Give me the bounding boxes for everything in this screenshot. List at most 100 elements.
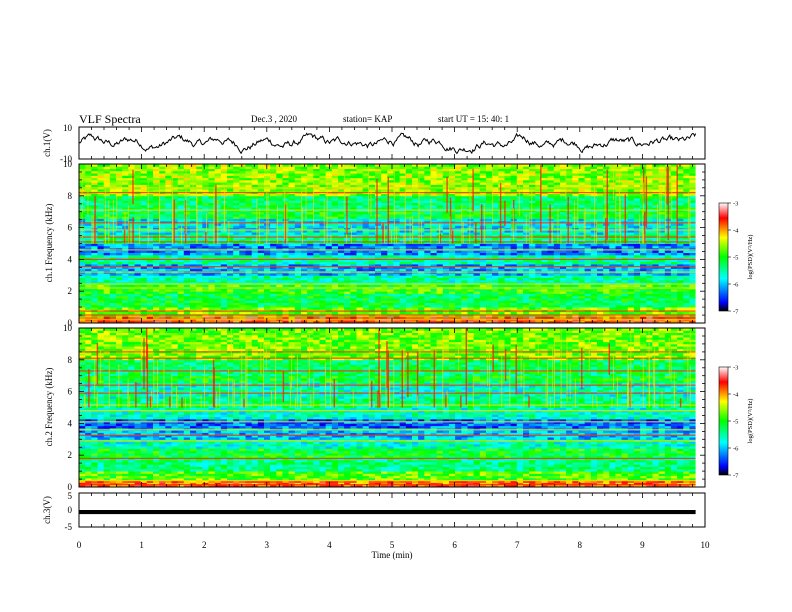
spectrogram-cell (220, 254, 228, 258)
spectrogram-cell (338, 320, 345, 324)
spectrogram-cell (109, 254, 117, 258)
spectrogram-cell (387, 257, 394, 260)
spectrogram-cell (529, 250, 536, 253)
spectrogram-cell (442, 257, 450, 260)
spectrogram-cell (97, 316, 105, 319)
spectrogram-cell (566, 273, 573, 276)
spectrogram-cell (116, 302, 123, 306)
spectrogram-cell (294, 241, 302, 244)
spectrogram-cell (670, 295, 678, 299)
spectrogram-cell (529, 311, 536, 315)
spectrogram-cell (356, 250, 364, 253)
spectrogram-cell (399, 316, 407, 319)
spectrogram-cell (128, 234, 135, 238)
spectrogram-cell (276, 257, 283, 260)
spectrogram-cell (442, 243, 450, 247)
spectrogram-cell (338, 218, 345, 222)
spectrogram-cell (430, 268, 438, 272)
spectrogram-cell (140, 293, 148, 297)
spectrogram-cell (177, 236, 185, 240)
spectrogram-cell (344, 252, 351, 256)
spectrogram-cell (338, 275, 345, 278)
spectrogram-cell (375, 300, 382, 303)
spectrogram-cell (584, 268, 592, 272)
spectrogram-cell (350, 239, 357, 242)
spectrogram-cell (239, 311, 246, 315)
spectrogram-cell (633, 243, 641, 247)
spectrogram-cell (473, 220, 481, 224)
spectrogram-cell (523, 288, 530, 292)
spectrogram-cell (350, 300, 357, 303)
spectrogram-cell (498, 268, 505, 272)
spectrogram-cell (257, 245, 265, 249)
spectrogram-cell (227, 288, 234, 292)
spectrogram-cell (239, 229, 246, 233)
spectrogram-cell (633, 220, 641, 224)
spectrogram-cell (325, 304, 333, 308)
spectrogram-cell (677, 291, 684, 294)
spectrogram-cell (109, 284, 117, 288)
spectrogram-cell (523, 211, 530, 215)
spectrogram-cell (146, 257, 154, 260)
spectrogram-cell (578, 250, 586, 253)
spectrogram-cell (498, 263, 505, 267)
spectrogram-cell (461, 261, 468, 265)
spectrogram-cell (350, 214, 357, 217)
spectrogram-cell (338, 220, 345, 224)
spectrogram-cell (670, 266, 678, 269)
spectrogram-cell (658, 277, 666, 281)
spectrogram-cell (590, 218, 598, 222)
spectrogram-cell (220, 266, 228, 269)
spectrogram-cell (418, 266, 425, 269)
spectrogram-cell (116, 288, 123, 292)
spectrogram-cell (288, 277, 296, 281)
spectrogram-cell (356, 275, 364, 278)
spectrogram-cell (319, 263, 327, 267)
spectrogram-cell (159, 211, 166, 215)
spectrogram-cell (492, 220, 499, 224)
spectrogram-cell (190, 236, 197, 240)
spectrogram-cell (270, 250, 277, 253)
spectrogram-cell (572, 316, 579, 319)
spectrogram-cell (492, 227, 499, 231)
spectrogram-cell (412, 220, 419, 224)
spectrogram-cell (418, 304, 425, 308)
spectrogram-cell (541, 234, 549, 238)
spectrogram-cell (159, 268, 166, 272)
spectrogram-cell (597, 227, 604, 231)
spectrogram-cell (208, 257, 216, 260)
spectrogram-cell (590, 279, 598, 283)
spectrogram-cell (664, 288, 672, 292)
spectrogram-cell (239, 211, 246, 215)
spectrogram-cell (375, 227, 382, 231)
spectrogram-cell (486, 316, 493, 319)
spectrogram-cell (486, 216, 493, 219)
spectrogram-cell (393, 225, 401, 228)
spectrogram-cell (97, 291, 105, 294)
spectrogram-cell (350, 243, 357, 247)
spectrogram-cell (553, 284, 561, 288)
spectrogram-cell (177, 295, 185, 299)
spectrogram-cell (276, 239, 283, 242)
spectrogram-cell (424, 263, 431, 267)
spectrogram-cell (301, 220, 308, 224)
spectrogram-cell (603, 293, 610, 297)
spectrogram-cell (344, 291, 351, 294)
spectrogram-cell (529, 223, 536, 226)
spectrogram-cell (609, 295, 616, 299)
spectrogram-cell (449, 263, 456, 267)
spectrogram-cell (307, 220, 314, 224)
spectrogram-cell (615, 229, 623, 233)
spectrogram-cell (677, 257, 684, 260)
spectrogram-cell (319, 277, 327, 281)
spectrogram-cell (658, 245, 666, 249)
spectrogram-cell (251, 307, 259, 310)
spectrogram-cell (405, 268, 413, 272)
spectrogram-cell (159, 234, 166, 238)
spectrogram-cell (609, 218, 616, 222)
spectrogram-cell (486, 295, 493, 299)
spectrogram-cell (227, 259, 234, 263)
spectrogram-cell (251, 295, 259, 299)
spectrogram-cell (307, 257, 314, 260)
spectrogram-cell (134, 261, 142, 265)
